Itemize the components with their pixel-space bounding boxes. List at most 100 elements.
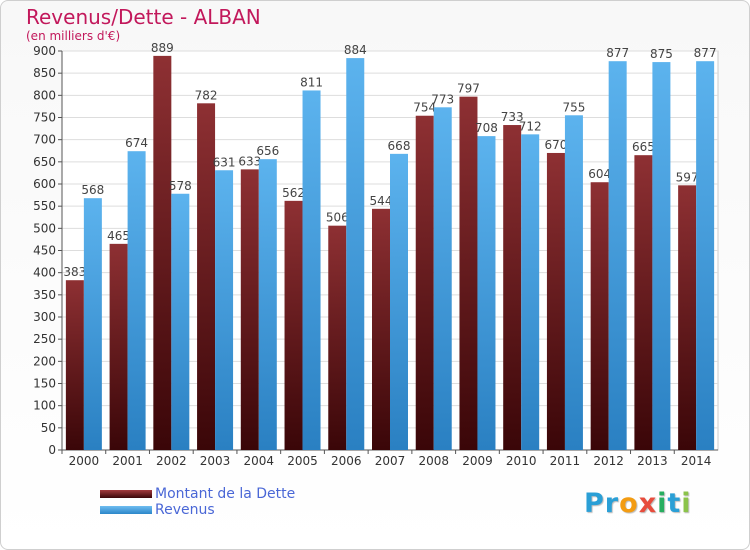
proxiti-logo: Proxiti xyxy=(584,488,692,519)
y-tick-label: 250 xyxy=(33,332,56,346)
bar-dette xyxy=(284,200,303,450)
data-label: 465 xyxy=(107,229,130,243)
y-tick-label: 100 xyxy=(33,399,56,413)
data-label: 633 xyxy=(238,154,261,168)
logo-letter: i xyxy=(681,488,692,519)
x-tick-label: 2012 xyxy=(593,454,624,468)
data-label: 877 xyxy=(606,46,629,60)
y-tick-label: 600 xyxy=(33,177,56,191)
data-label: 383 xyxy=(63,265,86,279)
bar-revenus xyxy=(390,153,408,450)
bar-revenus xyxy=(521,134,540,450)
x-tick-label: 2011 xyxy=(550,454,581,468)
data-label: 875 xyxy=(650,47,673,61)
logo-letter: r xyxy=(604,488,620,519)
bar-revenus xyxy=(346,58,365,451)
logo-letter: i xyxy=(657,488,668,519)
data-label: 877 xyxy=(694,46,717,60)
bar-revenus xyxy=(258,159,277,450)
x-tick-label: 2013 xyxy=(637,454,668,468)
x-tick-label: 2007 xyxy=(375,454,406,468)
logo-letter: P xyxy=(584,488,605,519)
legend-swatch-dette xyxy=(100,490,152,498)
bar-dette xyxy=(415,115,434,450)
y-tick-label: 150 xyxy=(33,377,56,391)
data-label: 665 xyxy=(632,140,655,154)
bar-dette xyxy=(65,280,84,450)
y-tick-label: 550 xyxy=(33,199,56,213)
legend-label-dette: Montant de la Dette xyxy=(155,486,296,502)
bar-dette xyxy=(328,225,347,450)
logo-letter: t xyxy=(667,488,682,519)
data-label: 811 xyxy=(300,75,323,89)
bar-revenus xyxy=(302,90,321,450)
y-tick-label: 900 xyxy=(33,44,56,58)
x-tick-label: 2004 xyxy=(244,454,275,468)
y-tick-label: 350 xyxy=(33,288,56,302)
x-tick-label: 2003 xyxy=(200,454,231,468)
x-tick-label: 2008 xyxy=(418,454,449,468)
x-tick-label: 2001 xyxy=(112,454,143,468)
data-label: 568 xyxy=(81,183,104,197)
chart-title: Revenus/Dette - ALBAN xyxy=(26,5,261,29)
bar-revenus xyxy=(83,198,102,450)
bar-dette xyxy=(590,182,609,450)
logo-letter: o xyxy=(619,488,639,519)
chart-subtitle: (en milliers d'€) xyxy=(26,29,121,43)
data-label: 670 xyxy=(544,138,567,152)
data-label: 889 xyxy=(151,41,174,55)
data-label: 782 xyxy=(195,88,218,102)
y-tick-label: 450 xyxy=(33,244,56,258)
legend-swatch-revenus xyxy=(100,506,152,514)
x-tick-label: 2014 xyxy=(681,454,712,468)
data-label: 562 xyxy=(282,186,305,200)
bar-revenus xyxy=(608,61,627,451)
data-label: 631 xyxy=(213,155,236,169)
bar-revenus xyxy=(696,61,715,451)
data-label: 755 xyxy=(562,100,585,114)
data-label: 506 xyxy=(326,211,349,225)
logo-letter: x xyxy=(638,488,658,519)
y-tick-label: 850 xyxy=(33,66,56,80)
bar-revenus xyxy=(171,193,190,450)
bar-dette xyxy=(503,125,522,450)
bar-revenus xyxy=(127,151,146,450)
x-tick-label: 2005 xyxy=(287,454,318,468)
data-label: 884 xyxy=(344,43,367,57)
data-label: 797 xyxy=(457,82,480,96)
y-tick-label: 500 xyxy=(33,221,56,235)
bar-dette xyxy=(459,96,478,450)
bar-dette xyxy=(678,185,697,450)
x-tick-label: 2000 xyxy=(69,454,100,468)
data-label: 754 xyxy=(413,101,436,115)
bar-dette xyxy=(634,155,653,450)
bar-dette xyxy=(197,103,216,451)
y-tick-label: 700 xyxy=(33,133,56,147)
bar-dette xyxy=(546,152,565,450)
data-label: 733 xyxy=(501,110,524,124)
data-label: 708 xyxy=(475,121,498,135)
bar-revenus xyxy=(215,170,234,451)
y-tick-label: 50 xyxy=(41,421,56,435)
data-label: 604 xyxy=(588,167,611,181)
data-label: 674 xyxy=(125,136,148,150)
y-tick-label: 300 xyxy=(33,310,56,324)
legend-item-dette: Montant de la Dette xyxy=(100,486,295,502)
x-tick-label: 2006 xyxy=(331,454,362,468)
x-tick-label: 2009 xyxy=(462,454,493,468)
data-label: 712 xyxy=(519,119,542,133)
bar-dette xyxy=(153,55,172,450)
data-label: 668 xyxy=(388,139,411,153)
data-label: 544 xyxy=(370,194,393,208)
x-tick-label: 2002 xyxy=(156,454,187,468)
data-label: 597 xyxy=(676,170,699,184)
legend: Montant de la Dette Revenus xyxy=(100,486,295,518)
data-label: 773 xyxy=(431,92,454,106)
bar-revenus xyxy=(433,107,452,450)
bar-dette xyxy=(240,169,259,450)
y-tick-label: 400 xyxy=(33,266,56,280)
legend-label-revenus: Revenus xyxy=(155,502,215,518)
y-tick-label: 650 xyxy=(33,155,56,169)
bar-dette xyxy=(372,208,390,450)
bar-dette xyxy=(109,243,128,450)
